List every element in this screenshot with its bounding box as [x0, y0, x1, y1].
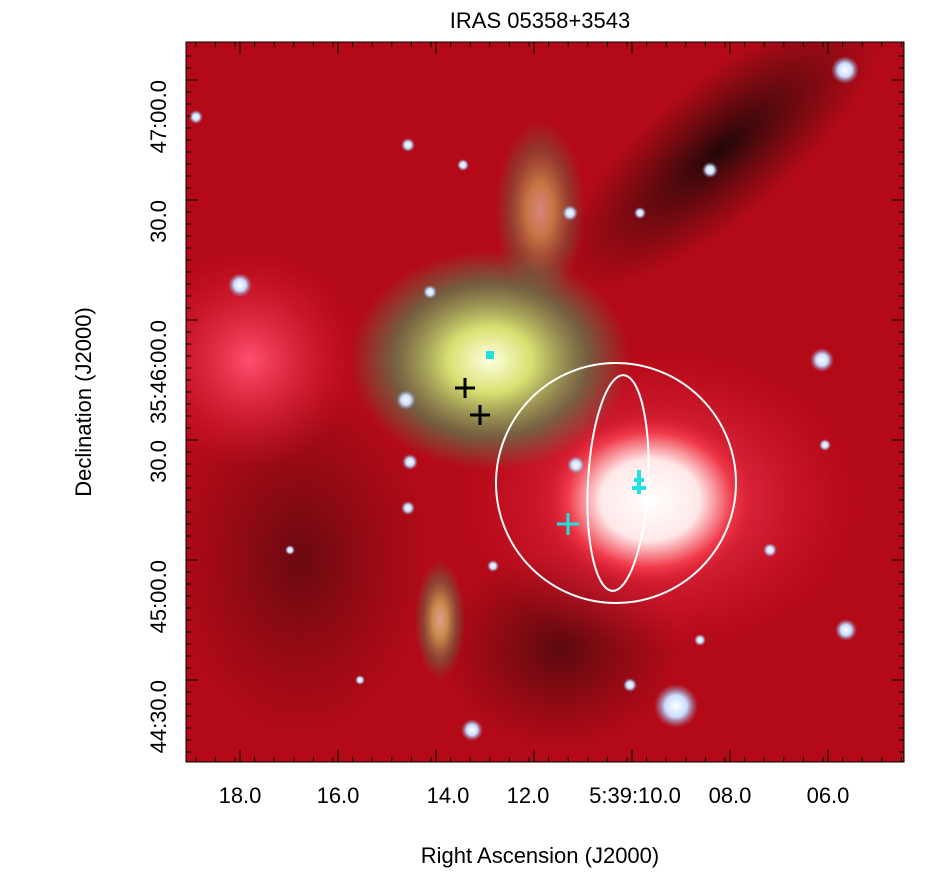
x-tick-label: 14.0 — [427, 783, 470, 808]
title: IRAS 05358+3543 — [450, 8, 630, 33]
x-tick-label: 18.0 — [219, 783, 262, 808]
y-axis-label: Declination (J2000) — [71, 307, 96, 497]
y-tick-label: 45:00.0 — [146, 560, 171, 633]
y-tick-label: 44:30.0 — [146, 680, 171, 753]
x-tick-label: 08.0 — [709, 783, 752, 808]
y-tick-label: 47:00.0 — [146, 80, 171, 153]
x-axis-label: Right Ascension (J2000) — [421, 843, 659, 868]
y-tick-label: 30.0 — [146, 440, 171, 483]
plot-frame — [185, 41, 905, 763]
sky-image — [186, 42, 904, 762]
x-tick-label: 16.0 — [317, 783, 360, 808]
y-tick-label: 35:46:00.0 — [146, 320, 171, 424]
x-tick-label: 5:39:10.0 — [589, 783, 681, 808]
x-tick-label: 12.0 — [507, 783, 550, 808]
y-tick-label: 30.0 — [146, 200, 171, 243]
overlay-markers — [455, 351, 737, 604]
x-tick-label: 06.0 — [807, 783, 850, 808]
axis-ticks — [186, 42, 904, 762]
